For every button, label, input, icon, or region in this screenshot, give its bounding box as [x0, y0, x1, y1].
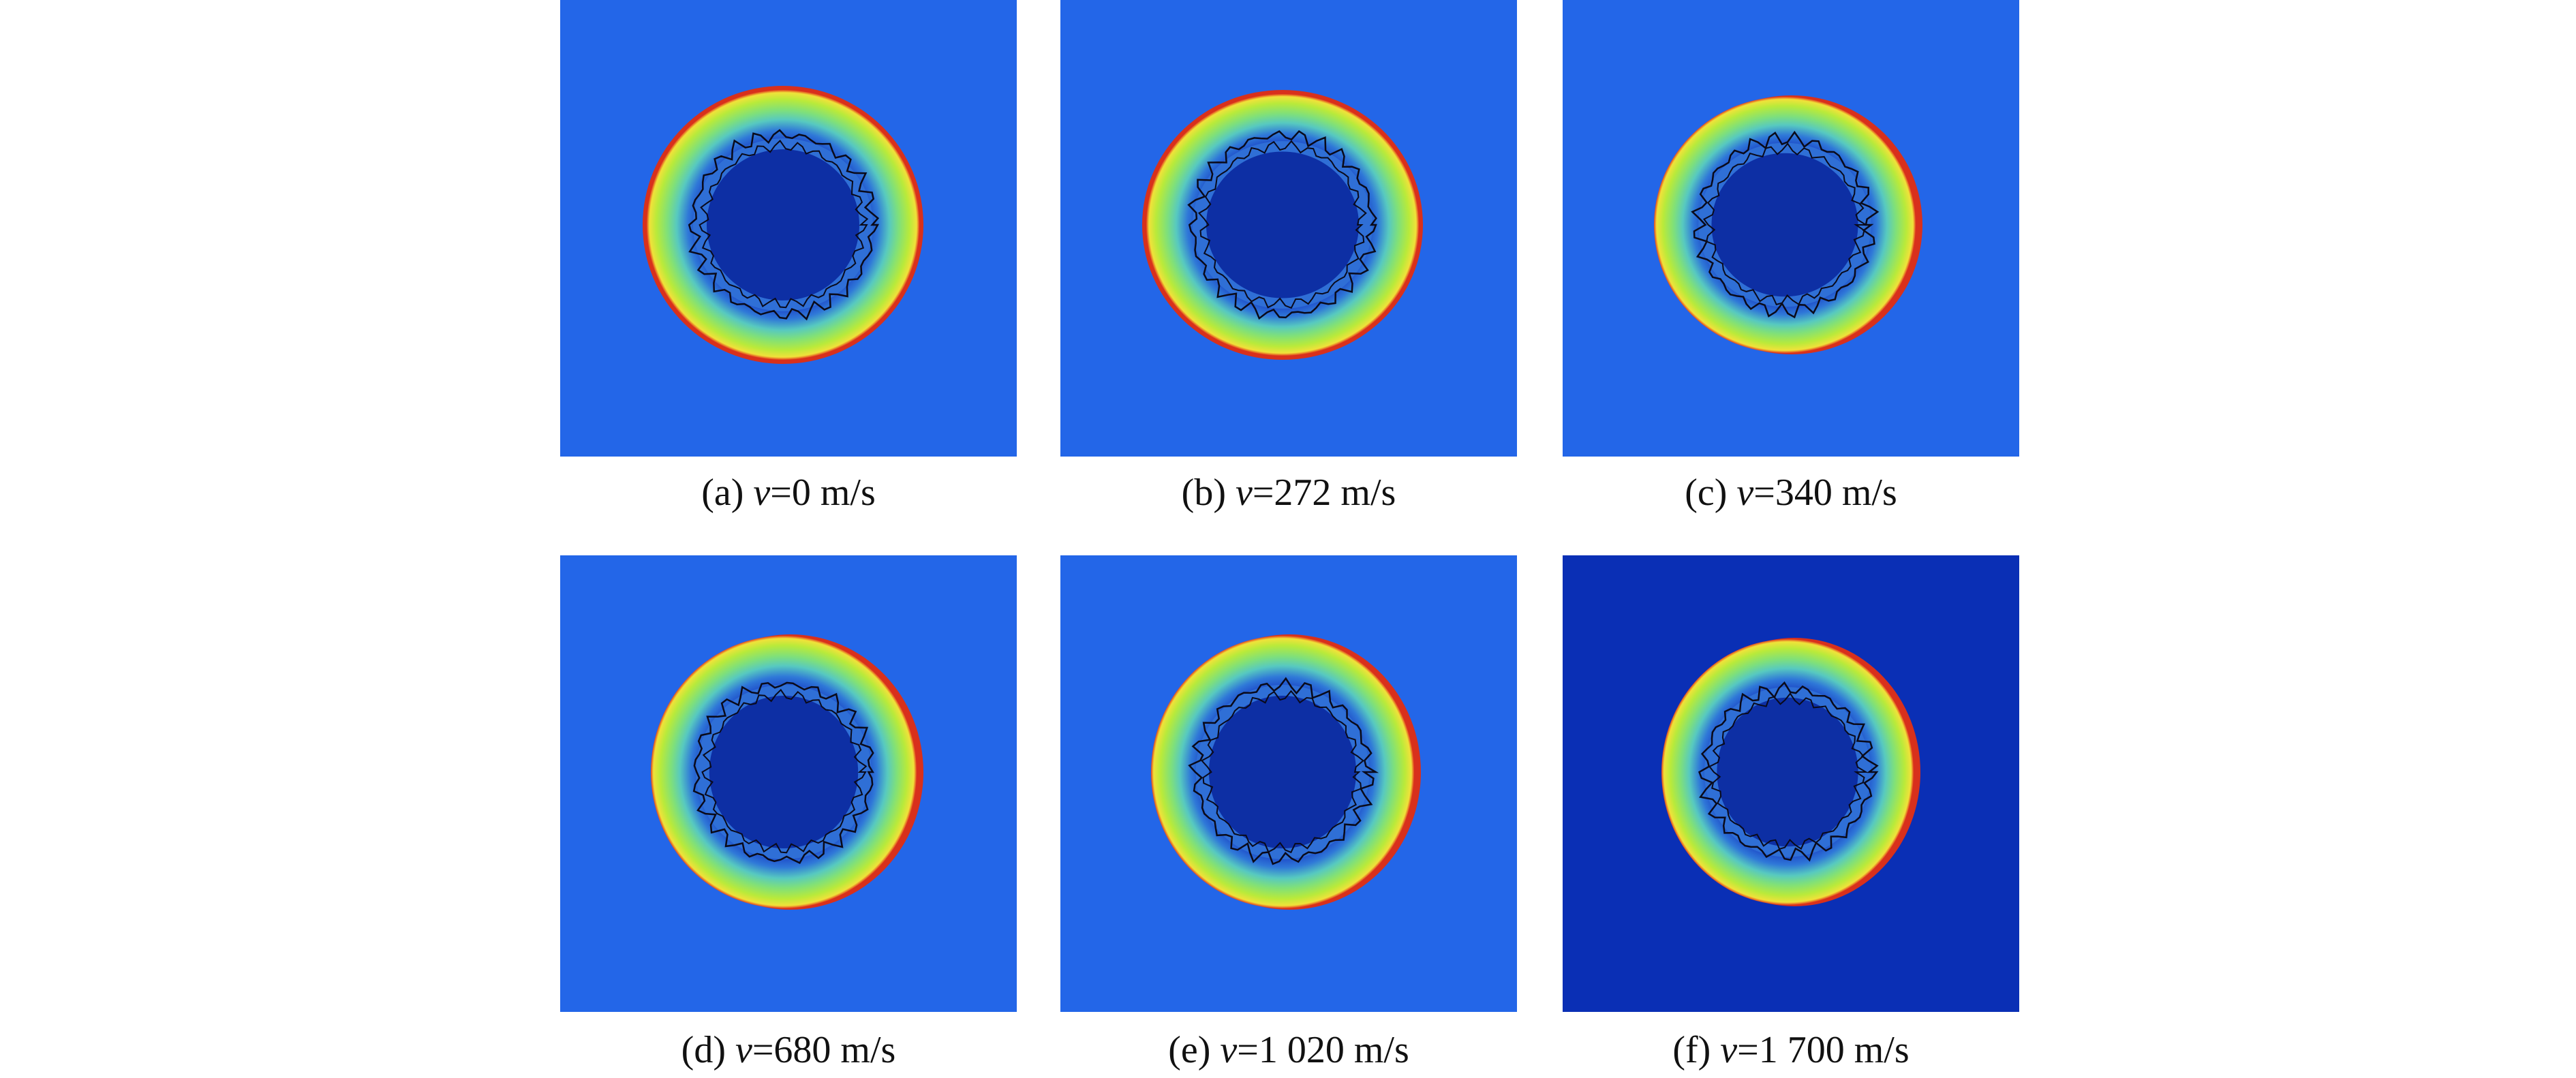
- caption-variable: v: [1720, 1029, 1738, 1071]
- contour-panel-d: [560, 555, 1017, 1012]
- caption-value: =680 m/s: [752, 1029, 896, 1071]
- crack-contour-inner: [1708, 692, 1869, 850]
- caption-a: (a) v=0 m/s: [516, 469, 1061, 517]
- caption-label: (e): [1168, 1029, 1211, 1071]
- caption-label: (c): [1685, 472, 1728, 514]
- crack-contour-outer: [1698, 681, 1879, 862]
- contour-panel-a: [560, 0, 1017, 457]
- cavity: [1717, 697, 1858, 847]
- caption-variable: v: [1220, 1029, 1238, 1071]
- caption-label: (d): [681, 1029, 726, 1071]
- cavity: [1208, 696, 1357, 848]
- cavity: [1711, 153, 1858, 297]
- crack-contour-outer: [1188, 677, 1379, 865]
- caption-c: (c) v=340 m/s: [1518, 469, 2064, 517]
- crack-contour-inner: [1197, 140, 1367, 309]
- crack-contour-inner: [699, 139, 869, 309]
- caption-e: (e) v=1 020 m/s: [1016, 1026, 1561, 1074]
- caption-label: (f): [1672, 1029, 1711, 1071]
- crack-contour-outer: [1691, 130, 1880, 319]
- caption-value: =340 m/s: [1753, 472, 1897, 514]
- caption-value: =1 020 m/s: [1237, 1029, 1409, 1071]
- crack-contour-outer: [688, 129, 880, 321]
- caption-label: (a): [701, 472, 744, 514]
- crack-contour-outer: [1187, 129, 1377, 320]
- caption-variable: v: [1736, 472, 1754, 514]
- caption-label: (b): [1181, 472, 1226, 514]
- contour-panel-b: [1060, 0, 1517, 457]
- crack-contour-outer: [692, 681, 874, 865]
- crack-contour-inner: [1200, 690, 1364, 854]
- caption-value: =1 700 m/s: [1737, 1029, 1910, 1071]
- caption-f: (f) v=1 700 m/s: [1518, 1026, 2064, 1074]
- caption-d: (d) v=680 m/s: [516, 1026, 1061, 1074]
- cavity: [709, 696, 859, 848]
- caption-value: =0 m/s: [770, 472, 876, 514]
- contour-panel-e: [1060, 555, 1517, 1012]
- contour-panel-c: [1563, 0, 2019, 457]
- cavity: [707, 149, 859, 301]
- caption-variable: v: [1235, 472, 1253, 514]
- crack-contour-inner: [1703, 142, 1869, 306]
- cavity: [1206, 151, 1359, 298]
- crack-contour-inner: [701, 688, 868, 854]
- caption-variable: v: [753, 472, 771, 514]
- caption-b: (b) v=272 m/s: [1016, 469, 1561, 517]
- caption-variable: v: [735, 1029, 752, 1071]
- caption-value: =272 m/s: [1252, 472, 1396, 514]
- contour-panel-f: [1563, 555, 2019, 1012]
